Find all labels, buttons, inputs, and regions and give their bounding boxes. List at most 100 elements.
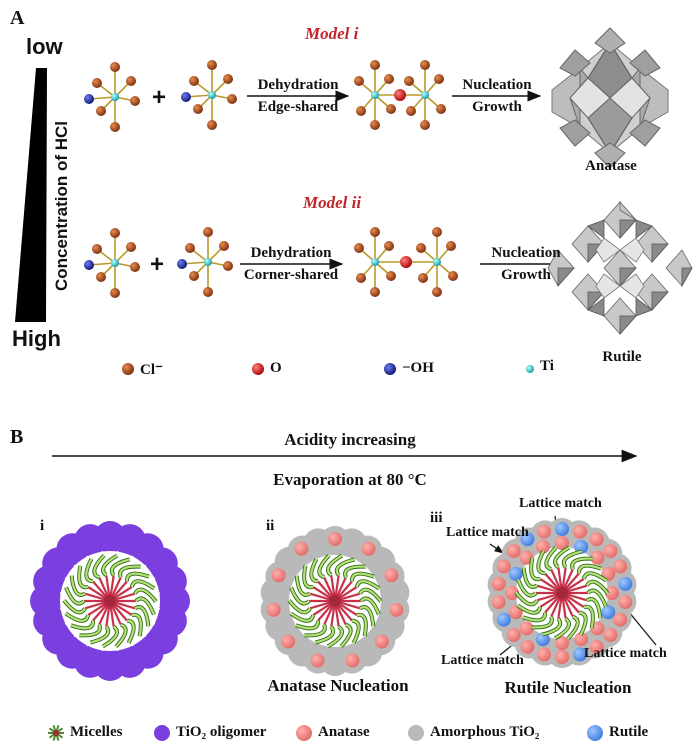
chlorine-atom (420, 60, 430, 70)
mixed-nuclei (505, 536, 619, 650)
stage-i-label: i (40, 518, 45, 534)
model-i-step2-bottom: Growth (472, 99, 522, 115)
ti-dimer (354, 60, 446, 130)
chlorine-atom (193, 104, 203, 114)
model-ii-step1-bottom: Corner-shared (243, 267, 339, 283)
chlorine-atom (110, 288, 120, 298)
legend-oligomer-label: TiO₂ oligomer (176, 724, 267, 740)
titanium-atom (433, 258, 441, 266)
ti-monomer (181, 60, 237, 130)
molecule-layer (84, 60, 458, 298)
plus-sign-i: + (152, 84, 167, 111)
outer-nuclei (491, 522, 633, 664)
legend-micelle-icon (48, 725, 64, 741)
titanium-atom (111, 259, 119, 267)
chlorine-atom (126, 242, 136, 252)
chlorine-atom (207, 120, 217, 130)
chlorine-atom (207, 60, 217, 70)
model-i-step2-top: Nucleation (462, 77, 532, 93)
chlorine-atom (386, 271, 396, 281)
chlorine-atom (446, 241, 456, 251)
chlorine-atom (406, 106, 416, 116)
chlorine-atom (223, 261, 233, 271)
chlorine-atom (434, 74, 444, 84)
chlorine-atom (96, 106, 106, 116)
chlorine-atom (386, 104, 396, 114)
ti-monomer (177, 227, 233, 297)
hydroxyl-atom (177, 259, 187, 269)
chlorine-atom (92, 78, 102, 88)
panel-b-letter: B (10, 426, 24, 448)
titanium-atom (371, 91, 379, 99)
titanium-atom (421, 91, 429, 99)
model-ii-step2-bottom: Growth (501, 267, 551, 283)
model-i-title: Model i (305, 24, 359, 43)
chlorine-atom (203, 227, 213, 237)
model-ii-step2-top: Nucleation (491, 245, 561, 261)
chlorine-atom (356, 106, 366, 116)
chlorine-atom (418, 273, 428, 283)
chlorine-atom (227, 94, 237, 104)
anatase-polyhedra (551, 27, 669, 169)
ti-monomer (84, 228, 140, 298)
chlorine-atom (185, 243, 195, 253)
chlorine-atom (416, 243, 426, 253)
legend-anatase-label: Anatase (318, 724, 370, 740)
oxygen-bridge-atom (394, 89, 406, 101)
legend-b-marker (587, 725, 603, 741)
legend-b-markers (48, 725, 603, 741)
chlorine-atom (356, 273, 366, 283)
rutile-polyhedra (547, 200, 693, 336)
chlorine-atom (110, 122, 120, 132)
evaporation-label: Evaporation at 80 °C (273, 470, 427, 489)
hydroxyl-atom (84, 260, 94, 270)
ti-dimer (354, 227, 458, 297)
chlorine-atom (370, 120, 380, 130)
axis-label: Concentration of HCl (52, 121, 71, 291)
chlorine-atom (92, 244, 102, 254)
chlorine-atom (420, 120, 430, 130)
chlorine-atom (110, 62, 120, 72)
chlorine-atom (384, 74, 394, 84)
low-label: low (26, 34, 63, 59)
chlorine-atom (189, 271, 199, 281)
oligomer-shell (30, 521, 190, 681)
legend-a-markers (122, 363, 534, 375)
anatase-product-label: Anatase (585, 158, 637, 174)
chlorine-atom (432, 227, 442, 237)
legend-b-marker (408, 725, 424, 741)
hydroxyl-atom (181, 92, 191, 102)
rutile-nucleation-caption: Rutile Nucleation (504, 678, 632, 697)
stage-iii-label: iii (430, 510, 443, 526)
legend-ti-label: Ti (540, 358, 554, 374)
lattice-match-label-2: Lattice match (446, 525, 529, 540)
legend-b-marker (296, 725, 312, 741)
model-i-step1-top: Dehydration (257, 77, 339, 93)
titanium-atom (208, 91, 216, 99)
lattice-match-label-1: Lattice match (519, 496, 602, 511)
concentration-wedge (15, 68, 47, 322)
chlorine-atom (448, 271, 458, 281)
anatase-nucleation-caption: Anatase Nucleation (267, 676, 409, 695)
chlorine-atom (189, 76, 199, 86)
hydroxyl-atom (84, 94, 94, 104)
model-ii-title: Model ii (303, 193, 362, 212)
legend-a-marker (526, 365, 534, 373)
legend-amorphous-label: Amorphous TiO₂ (430, 724, 540, 740)
model-i-step1-bottom: Edge-shared (257, 99, 339, 115)
micelle (287, 553, 383, 649)
legend-rutile-label: Rutile (609, 724, 649, 740)
chlorine-atom (370, 287, 380, 297)
micelle-ring-layer (30, 518, 637, 681)
chlorine-atom (203, 287, 213, 297)
titanium-atom (111, 93, 119, 101)
legend-oh-label: −OH (402, 360, 434, 376)
legend-b-marker (154, 725, 170, 741)
lattice-match-label-4: Lattice match (584, 646, 667, 661)
chlorine-atom (223, 74, 233, 84)
legend-cl-label: Cl⁻ (140, 362, 163, 378)
chlorine-atom (354, 243, 364, 253)
chlorine-atom (96, 272, 106, 282)
model-ii-step1-top: Dehydration (250, 245, 332, 261)
ti-monomer (84, 62, 140, 132)
